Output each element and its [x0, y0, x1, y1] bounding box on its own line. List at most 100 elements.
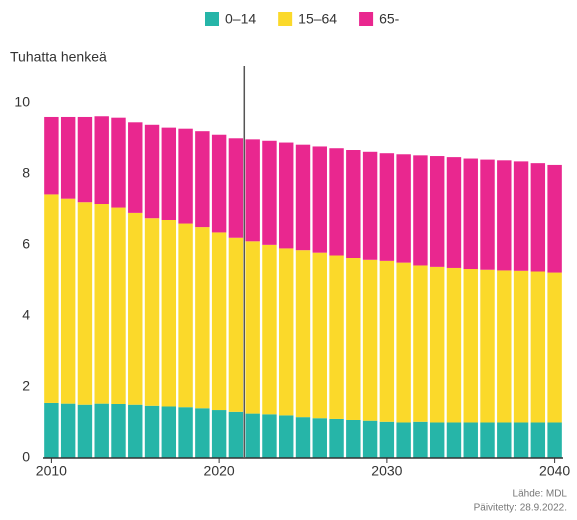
bar-segment [480, 422, 495, 458]
bar-segment [396, 154, 411, 263]
bar-segment [429, 266, 445, 423]
bar-segment [413, 155, 428, 266]
legend-swatch [278, 12, 293, 26]
x-tick-label: 2030 [371, 463, 402, 479]
legend-label: 65- [379, 11, 400, 27]
bar-segment [161, 406, 177, 458]
bar-segment [228, 138, 244, 238]
bar-segment [228, 237, 244, 412]
bar-segment [346, 258, 361, 420]
bar-segment [379, 260, 395, 422]
bar-segment [94, 403, 109, 458]
bar-segment [60, 116, 76, 199]
x-tick-label: 2040 [539, 463, 570, 479]
bar-segment [44, 116, 59, 195]
bar-segment [44, 402, 59, 458]
bar-segment [245, 413, 260, 458]
y-tick-label: 6 [22, 236, 30, 252]
legend-label: 0–14 [225, 11, 256, 27]
y-tick-label: 8 [22, 165, 30, 181]
bar-segment [513, 422, 529, 458]
legend-swatch [205, 12, 219, 26]
bar-segment [111, 207, 126, 405]
bar-segment [379, 421, 395, 458]
bar-segment [362, 151, 378, 260]
bar-segment [429, 156, 445, 267]
bar-segment [77, 202, 93, 405]
bar-segment [295, 144, 311, 251]
bar-segment [211, 134, 227, 233]
bar-segment [413, 421, 428, 458]
bar-segment [530, 271, 546, 423]
bar-segment [480, 269, 495, 423]
bar-segment [228, 411, 244, 458]
bar-segment [195, 131, 210, 228]
bar-segment [178, 128, 193, 224]
bar-segment [497, 270, 512, 423]
bar-segment [547, 422, 562, 458]
bar-segment [446, 422, 462, 458]
bar-segment [144, 405, 160, 458]
bar-segment [346, 150, 361, 259]
bar-segment [295, 417, 311, 458]
bar-segment [396, 422, 411, 458]
y-tick-label: 4 [22, 307, 30, 323]
bar-segment [463, 158, 478, 270]
bar-segment [60, 403, 76, 458]
legend-label: 15–64 [298, 11, 337, 27]
bar-segment [128, 404, 143, 458]
bar-segment [262, 140, 277, 245]
bar-segment [530, 163, 546, 272]
bar-segment [497, 160, 512, 271]
bar-segment [396, 262, 411, 423]
bar-segment [329, 255, 344, 419]
bar-segment [312, 146, 327, 253]
bar-segment [429, 422, 445, 458]
bar-segment [329, 148, 344, 256]
bar-segment [513, 270, 529, 423]
bar-segment [44, 194, 59, 403]
bar-segment [128, 212, 143, 405]
bar-segment [60, 198, 76, 404]
bar-segment [144, 124, 160, 219]
bar-segment [446, 157, 462, 268]
bar-segment [279, 415, 294, 458]
bar-segment [94, 204, 109, 404]
bar-segment [161, 127, 177, 220]
bar-segment [346, 419, 361, 458]
bar-segment [262, 414, 277, 458]
bar-segment [312, 252, 327, 419]
bar-segment [128, 122, 143, 213]
updated: Päivitetty: 28.9.2022. [474, 503, 567, 514]
bar-segment [111, 404, 126, 458]
bar-segment [513, 161, 529, 271]
source: Lähde: MDL [513, 489, 568, 500]
bar-segment [329, 418, 344, 458]
bar-segment [245, 139, 260, 242]
bar-segment [547, 164, 562, 273]
bar-segment [178, 223, 193, 408]
bar-segment [279, 248, 294, 416]
bar-segment [362, 259, 378, 421]
bar-segment [463, 269, 478, 423]
x-tick-label: 2010 [36, 463, 67, 479]
bar-segment [362, 420, 378, 458]
y-tick-label: 0 [22, 449, 30, 465]
y-tick-label: 2 [22, 378, 30, 394]
bar-segment [446, 267, 462, 423]
y-axis-title: Tuhatta henkeä [10, 49, 107, 65]
bar-segment [77, 116, 93, 203]
bar-segment [195, 227, 210, 409]
legend-swatch [359, 12, 374, 26]
bar-segment [245, 241, 260, 414]
bar-segment [262, 244, 277, 415]
bar-segment [211, 232, 227, 411]
bar-segment [279, 142, 294, 249]
bar-segment [497, 422, 512, 458]
bar-segment [178, 407, 193, 458]
bar-segment [161, 219, 177, 407]
bar-segment [111, 117, 126, 208]
bar-segment [530, 422, 546, 458]
y-tick-label: 10 [14, 93, 30, 109]
